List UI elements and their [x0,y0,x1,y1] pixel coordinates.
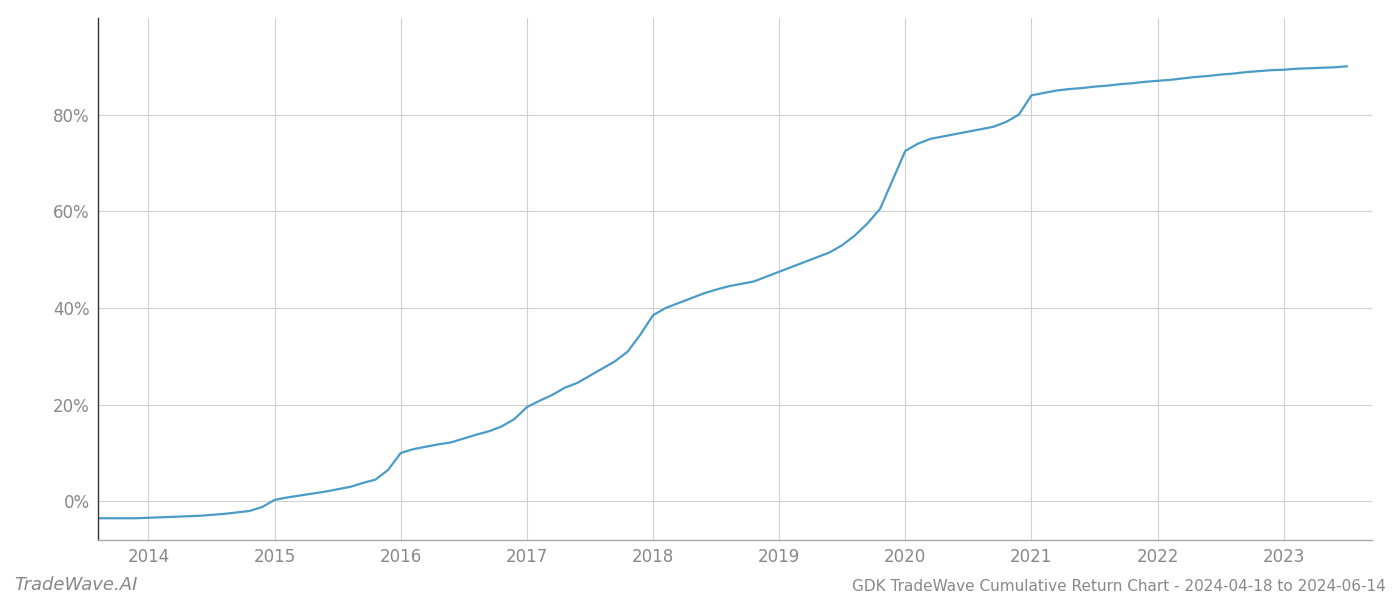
Text: GDK TradeWave Cumulative Return Chart - 2024-04-18 to 2024-06-14: GDK TradeWave Cumulative Return Chart - … [853,579,1386,594]
Text: TradeWave.AI: TradeWave.AI [14,576,137,594]
